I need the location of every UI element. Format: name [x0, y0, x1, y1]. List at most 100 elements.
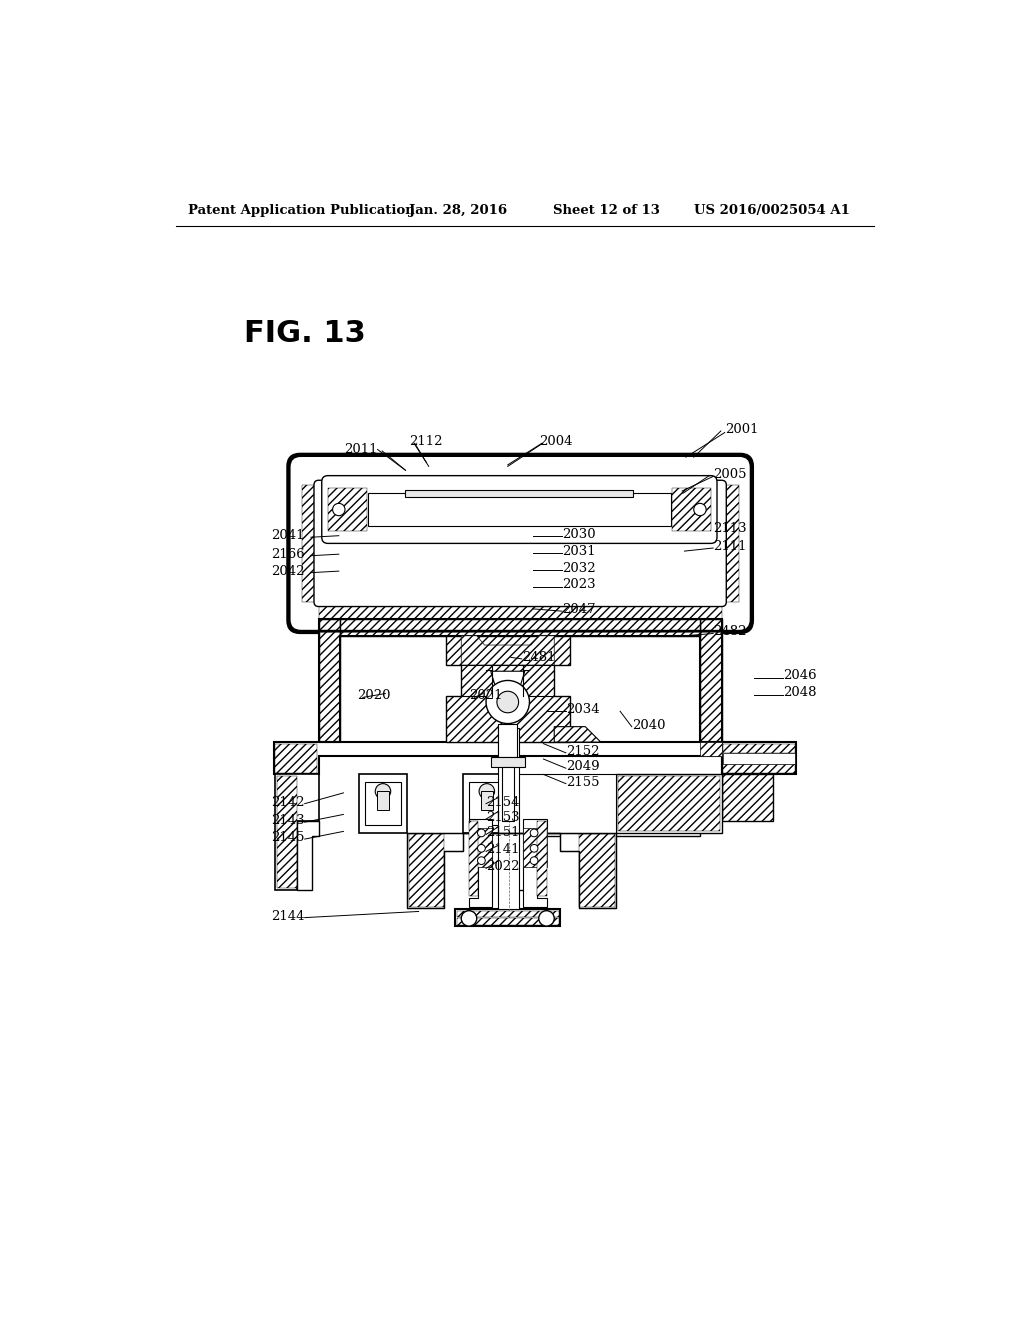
Text: 2001: 2001	[725, 422, 758, 436]
Text: 2042: 2042	[271, 565, 305, 578]
Polygon shape	[409, 834, 444, 907]
Bar	[499, 729, 518, 909]
Text: 2034: 2034	[566, 704, 599, 717]
Circle shape	[530, 857, 538, 865]
Polygon shape	[340, 619, 700, 636]
Polygon shape	[723, 743, 795, 752]
Polygon shape	[275, 743, 317, 774]
Polygon shape	[722, 775, 773, 821]
Bar	[469, 781, 505, 825]
Polygon shape	[723, 743, 774, 774]
Circle shape	[477, 829, 485, 837]
Text: 2021: 2021	[469, 689, 503, 702]
FancyBboxPatch shape	[288, 454, 753, 632]
Polygon shape	[523, 818, 547, 907]
Text: 2155: 2155	[566, 776, 599, 788]
Text: 2151: 2151	[486, 826, 519, 840]
Text: 2112: 2112	[410, 436, 442, 449]
Polygon shape	[469, 818, 493, 907]
Text: 2143: 2143	[271, 814, 305, 828]
Circle shape	[375, 784, 391, 799]
Text: Sheet 12 of 13: Sheet 12 of 13	[553, 205, 659, 218]
Circle shape	[333, 503, 345, 516]
Polygon shape	[523, 829, 547, 867]
Polygon shape	[511, 821, 700, 890]
Polygon shape	[560, 833, 616, 908]
Text: 2040: 2040	[632, 718, 666, 731]
Circle shape	[497, 692, 518, 713]
Text: 2030: 2030	[562, 528, 596, 541]
Text: 2111: 2111	[713, 540, 746, 553]
Polygon shape	[538, 821, 547, 896]
Polygon shape	[297, 821, 318, 890]
Polygon shape	[469, 829, 493, 867]
Polygon shape	[302, 484, 318, 602]
Polygon shape	[722, 742, 796, 775]
Bar	[502, 767, 514, 821]
Bar	[490, 758, 524, 767]
Polygon shape	[275, 775, 318, 890]
Bar	[366, 781, 400, 825]
Bar	[406, 490, 633, 498]
Circle shape	[477, 845, 485, 853]
Text: 2049: 2049	[566, 760, 599, 774]
Polygon shape	[700, 742, 722, 756]
Polygon shape	[723, 763, 795, 774]
Polygon shape	[722, 484, 738, 602]
Polygon shape	[445, 636, 569, 742]
Text: 2113: 2113	[713, 521, 746, 535]
Bar	[455, 909, 560, 927]
Bar	[369, 492, 671, 527]
Circle shape	[479, 784, 495, 799]
Circle shape	[693, 503, 707, 516]
Polygon shape	[407, 833, 463, 908]
Polygon shape	[273, 742, 776, 775]
Text: 2046: 2046	[783, 669, 816, 682]
Text: Jan. 28, 2016: Jan. 28, 2016	[409, 205, 507, 218]
Text: 2005: 2005	[713, 467, 746, 480]
Polygon shape	[328, 488, 367, 531]
Text: 2154: 2154	[486, 796, 519, 809]
Text: 2020: 2020	[357, 689, 391, 702]
Polygon shape	[318, 602, 722, 619]
Text: 2141: 2141	[486, 843, 519, 857]
Text: 2153: 2153	[486, 810, 519, 824]
Text: 2031: 2031	[562, 545, 596, 557]
Bar	[480, 792, 493, 810]
Polygon shape	[457, 919, 559, 924]
Bar	[377, 792, 389, 810]
Text: 2144: 2144	[271, 909, 305, 923]
Text: 2023: 2023	[562, 578, 596, 591]
Polygon shape	[672, 488, 711, 531]
Polygon shape	[318, 619, 340, 742]
Circle shape	[461, 911, 477, 927]
Polygon shape	[490, 671, 524, 692]
Polygon shape	[461, 636, 554, 665]
Polygon shape	[276, 776, 297, 888]
Polygon shape	[469, 821, 478, 896]
Text: 2481: 2481	[521, 651, 555, 664]
Polygon shape	[318, 484, 722, 494]
Bar	[499, 723, 517, 758]
Polygon shape	[554, 726, 601, 742]
Text: 2145: 2145	[271, 832, 305, 843]
Text: FIG. 13: FIG. 13	[245, 319, 366, 348]
Text: 2152: 2152	[566, 744, 599, 758]
Text: 2142: 2142	[271, 796, 305, 809]
Circle shape	[477, 857, 485, 865]
FancyBboxPatch shape	[322, 475, 717, 544]
Polygon shape	[700, 619, 722, 742]
FancyBboxPatch shape	[314, 480, 726, 607]
Bar	[511, 775, 616, 833]
Circle shape	[530, 845, 538, 853]
Text: 2004: 2004	[539, 436, 572, 449]
Circle shape	[539, 911, 554, 927]
Text: 2482: 2482	[713, 624, 746, 638]
Polygon shape	[617, 776, 720, 832]
Text: Patent Application Publication: Patent Application Publication	[188, 205, 415, 218]
Text: 2166: 2166	[271, 548, 305, 561]
Text: 2048: 2048	[783, 686, 816, 700]
Bar	[463, 775, 511, 833]
Polygon shape	[457, 911, 559, 917]
Bar	[723, 752, 795, 763]
